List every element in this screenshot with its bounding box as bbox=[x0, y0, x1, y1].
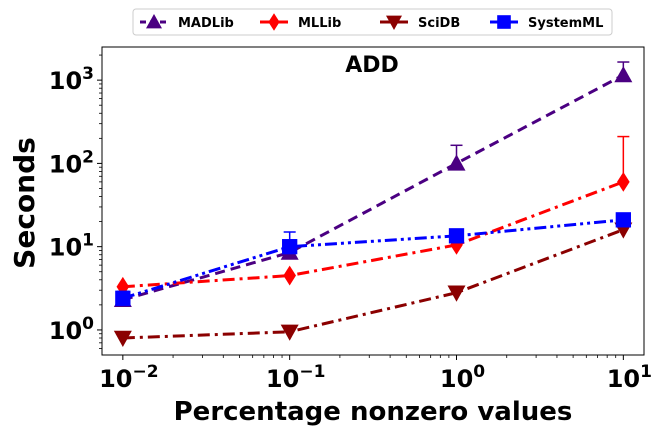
data-point-scidb bbox=[447, 285, 466, 302]
data-point-systemml bbox=[282, 239, 298, 255]
series-line-scidb bbox=[122, 228, 624, 340]
legend-label-scidb: SciDB bbox=[418, 16, 460, 31]
legend: MADLib MLLib SciDB SystemML bbox=[132, 8, 613, 36]
x-tick-label: 10−1 bbox=[266, 362, 325, 393]
series-systemml bbox=[115, 212, 631, 306]
y-tick-label: 101 bbox=[49, 231, 94, 262]
x-tick-label: 100 bbox=[440, 362, 485, 393]
series-scidb bbox=[113, 222, 633, 348]
data-point-mllib bbox=[450, 235, 463, 255]
legend-label-systemml: SystemML bbox=[528, 16, 603, 31]
plot-frame bbox=[101, 46, 645, 356]
series-layer bbox=[113, 61, 633, 348]
series-mllib bbox=[116, 135, 630, 297]
series-line-madlib bbox=[122, 73, 625, 302]
x-tick-label: 10−2 bbox=[99, 362, 158, 393]
data-point-systemml bbox=[615, 212, 631, 228]
y-axis-ticks: 100 101 102 103 bbox=[49, 54, 102, 349]
y-tick-label: 102 bbox=[49, 147, 94, 178]
legend-label-mllib: MLLib bbox=[298, 16, 341, 31]
data-point-mllib bbox=[283, 265, 296, 286]
x-axis-label: Percentage nonzero values bbox=[174, 397, 573, 427]
legend-label-madlib: MADLib bbox=[178, 16, 234, 31]
y-tick-label: 100 bbox=[49, 314, 94, 345]
legend-box bbox=[132, 8, 613, 36]
series-line-systemml bbox=[122, 218, 624, 300]
legend-marker-scidb bbox=[386, 15, 402, 30]
data-point-scidb bbox=[113, 330, 132, 348]
y-tick-label: 103 bbox=[49, 64, 94, 95]
data-point-scidb bbox=[280, 324, 299, 341]
legend-marker-mllib bbox=[268, 13, 280, 31]
series-line-mllib bbox=[122, 180, 624, 289]
series-madlib bbox=[113, 61, 633, 308]
x-axis-ticks: 10−2 10−1 100 101 bbox=[99, 355, 652, 393]
y-axis-label: Seconds bbox=[8, 137, 41, 269]
data-point-madlib bbox=[614, 66, 633, 83]
data-point-systemml bbox=[448, 228, 465, 244]
data-point-mllib bbox=[617, 171, 630, 192]
legend-marker-madlib bbox=[146, 14, 162, 29]
x-tick-label: 101 bbox=[607, 362, 652, 393]
legend-marker-systemml bbox=[497, 15, 511, 29]
data-point-systemml bbox=[115, 290, 131, 306]
data-point-madlib bbox=[447, 154, 466, 171]
chart-title: ADD bbox=[345, 53, 399, 78]
